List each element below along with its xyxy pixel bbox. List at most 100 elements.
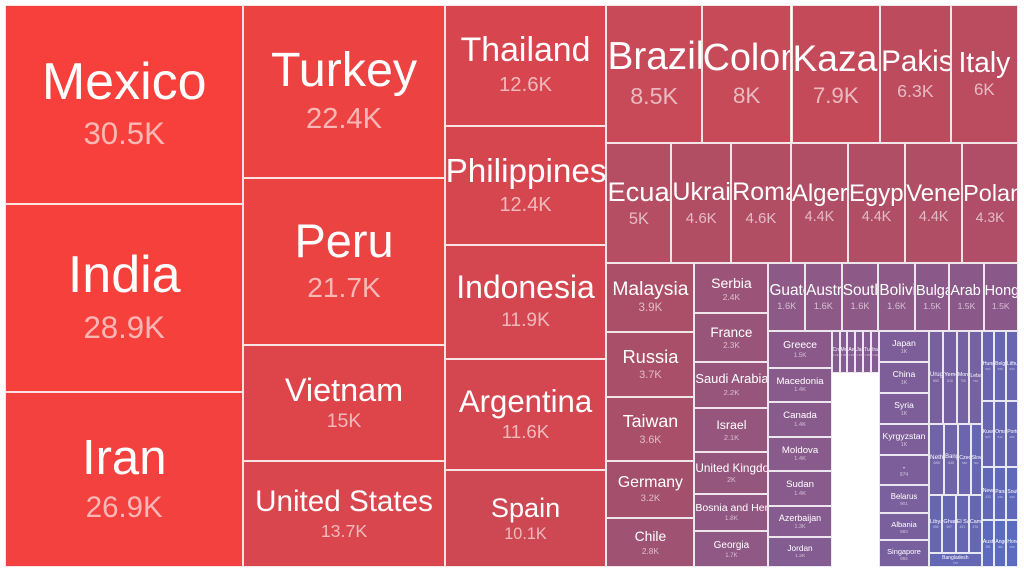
- tile-value: 12.6K: [499, 73, 553, 96]
- tile-name: Australia: [806, 282, 842, 300]
- tile-value: 1.2K: [832, 353, 839, 358]
- tile-41: Arab Emirates1.5K: [949, 263, 984, 331]
- tile-72: Libya 498: [929, 494, 943, 553]
- tile-38: South Africa1.6K: [841, 263, 879, 331]
- tile-name: -: [902, 462, 906, 473]
- tile-14: Kazakhstan 7.9K: [791, 5, 881, 144]
- tile-25: Russia 3.7K: [606, 332, 695, 398]
- tile-20: Algeria 4.4K: [790, 143, 848, 264]
- tile-name: New Zealand: [982, 488, 994, 495]
- tile-49: Jordan 1.2K: [768, 537, 832, 567]
- tile-51: Morocco1.2K: [839, 330, 848, 374]
- tile-5: Vietnam 15K: [243, 345, 445, 462]
- tile-name: Brazil: [607, 35, 702, 79]
- tile-value: 26.9K: [85, 490, 163, 524]
- tile-value: 2.4K: [722, 291, 741, 302]
- tile-value: 478: [972, 525, 978, 530]
- tile-81: Oman512: [994, 400, 1007, 467]
- tile-value: 534: [1009, 367, 1015, 372]
- tile-name: United Kingdom: [695, 461, 769, 475]
- tile-value: 381: [985, 544, 991, 549]
- tile-value: 850: [933, 379, 940, 383]
- tile-value: 1.2K: [872, 353, 879, 358]
- tile-16: Italy 6K: [950, 5, 1018, 144]
- tile-18: Ukraine 4.6K: [671, 143, 732, 264]
- tile-66: Mongolia755: [956, 330, 970, 425]
- tile-65: Yemen816: [943, 330, 957, 425]
- tile-name: Romania: [732, 178, 790, 207]
- tile-name: Bangladesh: [942, 555, 969, 562]
- tile-name: Oman: [995, 428, 1007, 435]
- tile-value: 1.2K: [864, 353, 871, 358]
- tile-22: Venezuela 4.4K: [905, 143, 963, 264]
- tile-name: Hungary: [982, 360, 993, 367]
- tile-59: Kyrgyzstan 1K: [878, 423, 930, 455]
- tile-value: 8K: [732, 82, 761, 108]
- tile-57: China 1K: [878, 361, 930, 393]
- tile-2: Iran 26.9K: [5, 391, 244, 567]
- tile-34: Bosnia and Herzegovina1.8K: [694, 493, 769, 532]
- tile-name: Canada: [783, 410, 817, 422]
- tile-8: Philippines 12.4K: [444, 125, 607, 245]
- tile-1: India 28.9K: [5, 203, 244, 392]
- tile-name: Bolivia: [879, 282, 914, 300]
- tile-name: Austria: [982, 538, 994, 545]
- tile-value: 4.4K: [861, 209, 892, 226]
- tile-value: 1.6K: [887, 300, 907, 311]
- tile-value: 13.7K: [320, 520, 368, 541]
- tile-70: Czech Republic568: [958, 424, 971, 495]
- tile-value: 901: [900, 501, 908, 507]
- tile-45: Canada 1.4K: [768, 402, 832, 437]
- tile-43: Greece 1.5K: [768, 330, 832, 368]
- tile-40: Bulgaria1.5K: [914, 263, 950, 331]
- tile-value: 1.8K: [724, 515, 738, 523]
- tile-value: 1.2K: [794, 554, 806, 560]
- tile-value: 10.1K: [504, 525, 547, 544]
- tile-50: Croatia1.2K: [831, 330, 840, 374]
- tile-value: 350: [1009, 544, 1015, 549]
- tile-29: Serbia 2.4K: [694, 263, 769, 314]
- tile-21: Egypt 4.4K: [847, 143, 906, 264]
- tile-value: 1.5K: [923, 300, 942, 311]
- tile-value: 6K: [973, 80, 995, 100]
- tile-name: Iraq: [872, 347, 878, 354]
- tile-17: Ecuador 5K: [606, 143, 672, 264]
- tile-value: 5K: [628, 210, 649, 229]
- tile-name: Taiwan: [622, 411, 679, 432]
- tile-61: Belarus 901: [878, 485, 930, 514]
- tile-name: Honduras: [1007, 538, 1017, 545]
- tile-name: Angola: [995, 538, 1005, 545]
- tile-name: Saudi Arabia: [695, 371, 769, 387]
- tile-name: Spain: [490, 491, 561, 523]
- tile-name: Sudan: [786, 479, 814, 491]
- tile-value: 22.4K: [306, 102, 382, 135]
- tile-80: Kuwait527: [981, 400, 995, 467]
- tile-value: 15K: [326, 410, 362, 433]
- tile-value: 1.5K: [957, 300, 976, 311]
- tile-value: 688: [933, 461, 940, 466]
- tile-46: Moldova 1.4K: [768, 436, 832, 472]
- tile-88: Honduras350: [1006, 520, 1018, 567]
- tile-74: El Salvador491: [955, 494, 969, 553]
- tile-name: Japan: [892, 338, 916, 349]
- tile-value: 1.6K: [813, 300, 833, 311]
- tile-58: Syria 1K: [878, 392, 930, 424]
- tile-name: Belgium: [995, 361, 1007, 368]
- tile-value: 1K: [900, 379, 908, 386]
- tile-name: Czech Republic: [959, 454, 969, 461]
- tile-name: Germany: [617, 474, 683, 492]
- tile-value: 502: [973, 460, 979, 465]
- tile-name: Indonesia: [456, 269, 595, 306]
- tile-76: Bangladesh 478: [929, 552, 982, 567]
- tile-37: Australia1.6K: [805, 263, 842, 331]
- tile-value: 4.6K: [685, 209, 717, 227]
- tile-value: 3.9K: [638, 302, 663, 315]
- tile-value: 6.3K: [897, 80, 934, 101]
- tile-value: 1.2K: [840, 353, 847, 358]
- tile-value: 420: [997, 494, 1003, 499]
- tile-value: 560: [985, 367, 991, 372]
- tile-56: Japan 1K: [878, 330, 930, 362]
- tile-name: Kazakhstan: [792, 36, 880, 79]
- tile-name: Colombia: [702, 36, 791, 79]
- tile-value: 568: [961, 460, 968, 465]
